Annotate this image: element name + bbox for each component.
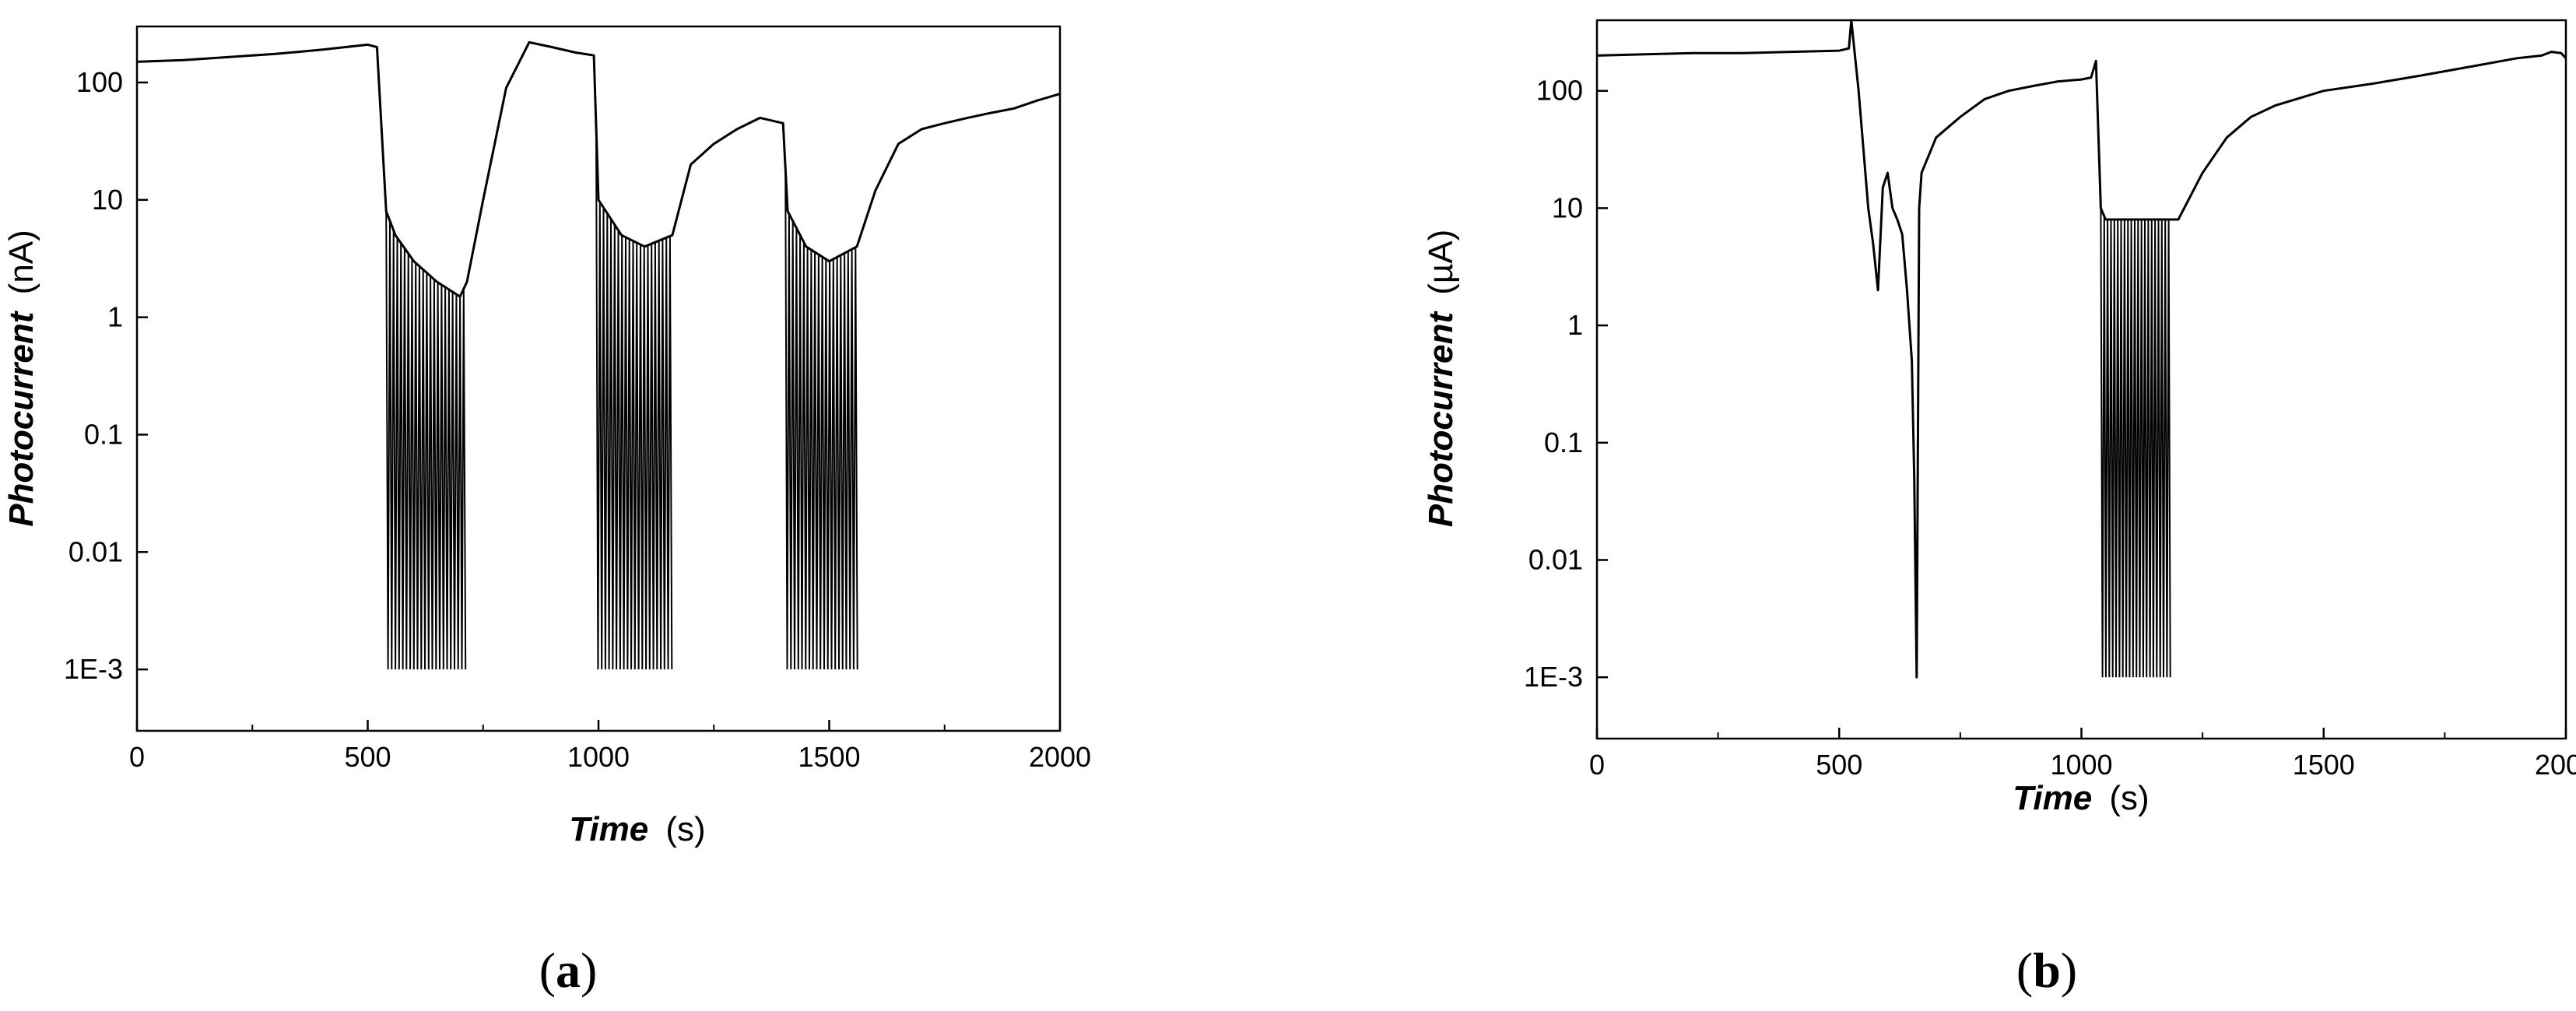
chart-a-y-tick-label-1: 10: [92, 184, 123, 216]
chart-a-x-tick-label-0: 0: [129, 741, 145, 773]
chart-b-y-tick-label-0: 100: [1536, 75, 1583, 107]
panel-label-a: (a): [539, 943, 598, 998]
chart-b-x-tick-label-0: 0: [1589, 749, 1605, 781]
chart-a-x-tick-label-2: 1000: [567, 741, 630, 773]
chart-a-y-tick-label-5: 1E-3: [64, 653, 123, 685]
panel-label-a-close: ): [581, 943, 597, 998]
chart-a-y-axis-title: Photocurrent (nA): [2, 230, 40, 527]
chart-a: 0 500 1000 1500 2000 100 10 1 0.1 0.01 1E-3 Time (…: [2, 25, 1091, 848]
chart-a-y-tick-label-3: 0.1: [84, 418, 123, 450]
chart-a-series-0-line: [136, 40, 1061, 298]
chart-a-series-layer: [136, 40, 1061, 670]
chart-a-x-axis-title-main: Time: [569, 810, 648, 848]
chart-a-series-0-burst-0: [385, 211, 467, 670]
chart-b-y-tick-label-5: 1E-3: [1524, 661, 1583, 693]
chart-a-series-0-burst-1: [595, 127, 673, 670]
chart-b-y-tick-label-3: 0.1: [1544, 427, 1583, 458]
chart-a-x-tick-label-3: 1500: [798, 741, 860, 773]
chart-b-y-axis-title-unit: (µA): [1422, 230, 1460, 295]
chart-b-series-0-line: [1596, 19, 2567, 679]
chart-b-y-axis-title: Photocurrent (µA): [1422, 230, 1460, 527]
chart-b-y-axis-title-main: Photocurrent: [1422, 311, 1460, 528]
panel-label-b-close: ): [2061, 943, 2077, 998]
chart-a-y-tick-label-2: 1: [107, 301, 123, 333]
chart-a-x-tick-label-1: 500: [344, 741, 391, 773]
chart-b: 0 500 1000 1500 2000 100 10 1 0.1 0.01 1E-3 Time (…: [1422, 19, 2576, 817]
panel-label-b: (b): [2016, 943, 2077, 998]
panel-label-b-letter: b: [2033, 943, 2061, 998]
chart-b-plot-frame: [1595, 19, 2567, 740]
chart-a-y-axis-title-unit: (nA): [2, 230, 40, 294]
chart-a-x-tick-label-4: 2000: [1029, 741, 1091, 773]
chart-b-y-tick-label-2: 1: [1567, 309, 1583, 341]
chart-b-y-tick-label-4: 0.01: [1528, 544, 1583, 576]
chart-a-y-tick-label-4: 0.01: [68, 535, 123, 567]
chart-a-ticks-layer: 0 500 1000 1500 2000 100 10 1 0.1 0.01 1E-3: [64, 66, 1091, 773]
panel-label-b-open: (: [2016, 943, 2033, 998]
chart-a-x-axis-title: Time (s): [569, 810, 705, 848]
chart-a-series-0-burst-2: [784, 167, 858, 670]
chart-b-series-layer: [1596, 19, 2567, 679]
panel-label-a-letter: a: [556, 943, 581, 998]
chart-b-x-axis-title-unit: (s): [2109, 779, 2149, 817]
chart-b-series-0-burst-0: [2100, 208, 2171, 678]
chart-b-y-tick-label-1: 10: [1552, 191, 1583, 223]
chart-b-x-tick-label-1: 500: [1816, 749, 1862, 781]
panel-label-a-open: (: [539, 943, 556, 998]
chart-b-x-axis-title-main: Time: [2013, 779, 2092, 817]
chart-b-x-axis-title: Time (s): [2013, 779, 2149, 817]
chart-b-x-tick-label-3: 1500: [2293, 749, 2355, 781]
chart-a-y-tick-label-0: 100: [76, 66, 123, 98]
chart-b-ticks-layer: 0 500 1000 1500 2000 100 10 1 0.1 0.01 1E-3: [1524, 75, 2576, 781]
chart-a-x-axis-title-unit: (s): [665, 810, 705, 848]
chart-b-x-tick-label-4: 2000: [2535, 749, 2576, 781]
chart-a-y-axis-title-main: Photocurrent: [2, 310, 40, 527]
chart-b-x-tick-label-2: 1000: [2050, 749, 2112, 781]
